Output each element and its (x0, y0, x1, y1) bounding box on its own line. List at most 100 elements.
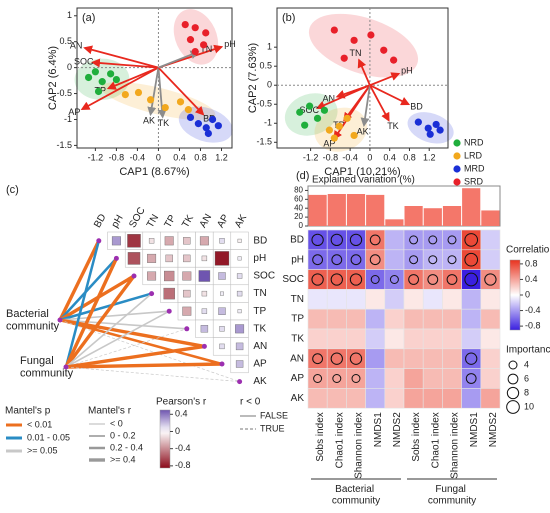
row-label: AK (291, 393, 305, 404)
point (84, 73, 93, 82)
point (176, 98, 185, 106)
importance-circle (311, 273, 324, 286)
correlation-square (218, 307, 226, 315)
bar-y-tick-label: 40 (294, 203, 303, 212)
point (432, 120, 440, 129)
arrow-label: SOC (74, 56, 94, 66)
point (367, 31, 375, 39)
diagonal-node (96, 238, 102, 244)
heat-cell (480, 289, 501, 310)
heat-cell (365, 269, 386, 290)
heat-cell (365, 388, 386, 409)
legend-circle (506, 386, 520, 400)
importance-circle (409, 255, 419, 265)
y-tick-label: -1 (64, 114, 72, 124)
point (436, 126, 444, 134)
heat-cell (307, 348, 328, 369)
correlation-square (111, 236, 121, 246)
importance-circle (312, 254, 323, 266)
y-tick-label: 1 (267, 42, 272, 52)
diagonal-node (113, 255, 119, 261)
column-label: Shannon index (450, 412, 461, 479)
arrow (369, 84, 390, 122)
heat-cell (326, 368, 347, 389)
heat-cell (403, 328, 424, 350)
point (320, 106, 329, 114)
correlation-square (183, 254, 191, 263)
mantel-link (59, 319, 187, 330)
importance-circle (389, 275, 399, 284)
row-label: SOC (253, 271, 275, 282)
row-label: SOC (282, 274, 304, 285)
correlation-square (164, 270, 175, 282)
heat-cell (365, 229, 386, 251)
point (390, 56, 398, 64)
correlation-square (165, 254, 173, 263)
heat-cell (346, 328, 366, 350)
point (301, 121, 309, 129)
bar (404, 206, 423, 226)
mantel-link (58, 240, 101, 321)
row-label: AP (291, 373, 305, 384)
row-label: TK (291, 334, 304, 345)
arrow (360, 85, 371, 127)
heat-cell (442, 229, 462, 251)
correlation-square (201, 255, 208, 262)
heat-cell (326, 328, 347, 350)
y-tick-label: 0 (67, 62, 72, 72)
heat-cell (422, 269, 443, 290)
row-label: BD (290, 235, 304, 246)
mantel-link (65, 328, 187, 368)
row-label: AK (253, 376, 267, 387)
mantel-link (64, 240, 101, 368)
heat-cell (365, 348, 386, 369)
row-label: TN (291, 294, 304, 305)
correlation-square (219, 343, 225, 350)
heat-cell (307, 388, 328, 409)
legend-label: >= 0.4 (110, 454, 136, 464)
heat-cell (461, 348, 482, 369)
bar (366, 194, 385, 226)
arrow-label: TK (387, 121, 399, 131)
heat-cell (384, 348, 405, 369)
correlation-square (148, 238, 155, 244)
point (350, 36, 358, 44)
heat-cell (480, 308, 501, 330)
point (186, 113, 195, 122)
importance-circle (428, 255, 438, 265)
colorbar-tick-label: 0.4 (525, 274, 538, 284)
correlation-square (235, 324, 245, 334)
importance-circle (370, 275, 380, 284)
bar (308, 194, 327, 226)
point (91, 68, 99, 76)
y-tick-label: 1 (67, 10, 72, 20)
bar-y-tick-label: 80 (294, 186, 303, 195)
point (200, 41, 208, 49)
x-tick-label: -0.8 (109, 152, 125, 162)
heat-cell (480, 328, 501, 350)
heat-cell (326, 388, 347, 409)
heat-cell (384, 249, 405, 270)
heat-cell (384, 308, 405, 330)
column-label: NMDS2 (392, 412, 403, 447)
heat-cell (442, 328, 462, 350)
colorbar (159, 409, 171, 469)
y-tick-label: 0 (267, 80, 272, 90)
importance-circle (446, 274, 458, 285)
heat-cell (326, 269, 347, 290)
correlation-square (183, 289, 191, 298)
heat-cell (307, 308, 328, 330)
mantel-link (65, 362, 223, 369)
group-label: Fungal community (428, 484, 476, 507)
arrow-label: SOC (300, 105, 320, 115)
heat-cell (384, 269, 405, 290)
heat-cell (384, 388, 405, 409)
colorbar-tick-label: 0.4 (175, 409, 188, 419)
heat-cell (307, 368, 328, 389)
point (181, 20, 189, 29)
correlation-square (235, 360, 244, 368)
y-tick-label: -1.5 (56, 140, 72, 150)
heat-cell (422, 249, 443, 270)
legend-label: MRD (464, 163, 485, 173)
